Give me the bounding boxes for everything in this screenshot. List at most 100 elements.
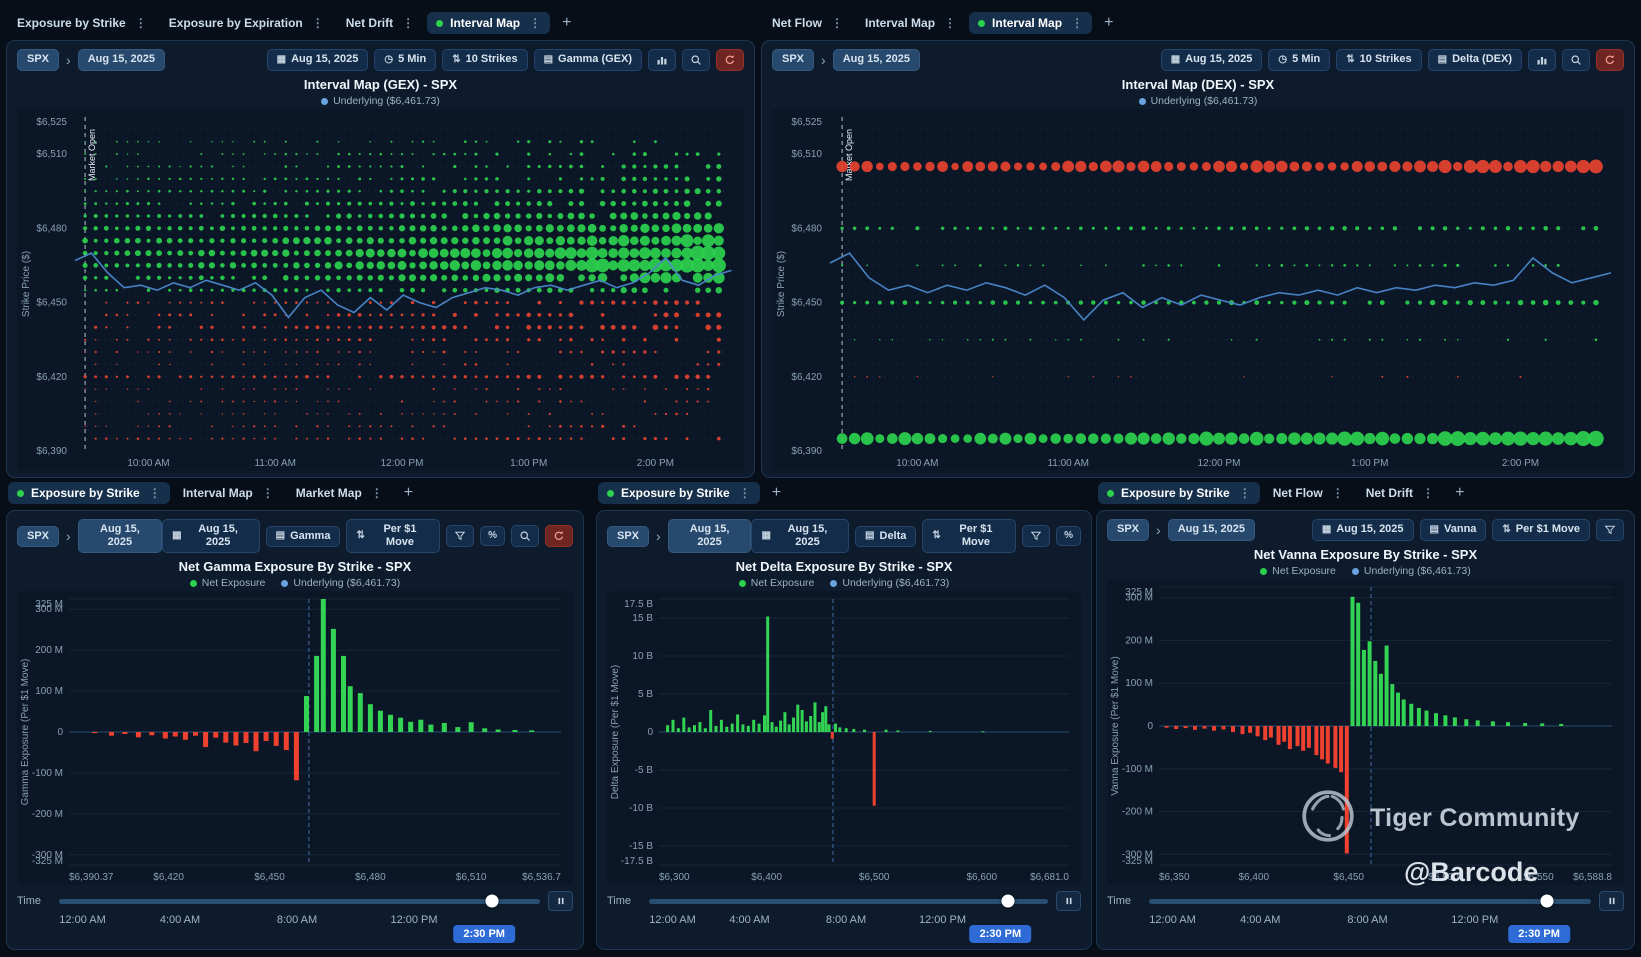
interval-map-chart[interactable]: Strike Price ($)$6,525$6,510$6,480$6,450… <box>17 109 744 471</box>
chart-legend: Underlying ($6,461.73) <box>772 95 1624 107</box>
symbol-pill[interactable]: SPX <box>772 49 814 70</box>
kebab-menu-icon[interactable]: ⋮ <box>831 16 843 30</box>
filter-icon <box>1030 530 1042 542</box>
kebab-menu-icon[interactable]: ⋮ <box>1332 486 1344 500</box>
date-chip[interactable]: ▦Aug 15, 2025 <box>267 49 369 70</box>
zoom-button[interactable] <box>682 49 710 71</box>
tab-market-map[interactable]: Market Map⋮ <box>287 482 392 504</box>
kebab-menu-icon[interactable]: ⋮ <box>262 486 274 500</box>
tab-exposure-by-strike[interactable]: Exposure by Strike⋮ <box>8 482 170 504</box>
kebab-menu-icon[interactable]: ⋮ <box>371 486 383 500</box>
add-tab-button[interactable]: + <box>1447 484 1472 502</box>
kebab-menu-icon[interactable]: ⋮ <box>402 16 414 30</box>
kebab-menu-icon[interactable]: ⋮ <box>1239 486 1251 500</box>
tab-interval-map[interactable]: Interval Map⋮ <box>969 12 1092 34</box>
tab-bar: Exposure by Strike⋮Interval Map⋮Market M… <box>6 480 584 506</box>
percent-button[interactable]: % <box>480 526 505 546</box>
tab-net-drift[interactable]: Net Drift⋮ <box>337 12 423 34</box>
metric-chip[interactable]: ▤Gamma <box>266 526 341 547</box>
tab-exposure-by-expiration[interactable]: Exposure by Expiration⋮ <box>160 12 333 34</box>
svg-text:Market Open: Market Open <box>844 129 854 181</box>
strikes-chip[interactable]: ⇅10 Strikes <box>1336 49 1421 70</box>
pause-button[interactable] <box>548 891 573 911</box>
expiration-pill[interactable]: Aug 15, 2025 <box>668 519 752 553</box>
metric-chip[interactable]: ▤Vanna <box>1420 519 1487 540</box>
date-chip[interactable]: ▦Aug 15, 2025 <box>162 519 260 553</box>
reset-button[interactable] <box>1596 49 1624 71</box>
zoom-button[interactable] <box>1562 49 1590 71</box>
kebab-menu-icon[interactable]: ⋮ <box>312 16 324 30</box>
tab-exposure-by-strike[interactable]: Exposure by Strike⋮ <box>1098 482 1260 504</box>
time-slider[interactable] <box>649 899 1048 904</box>
zoom-icon <box>519 530 531 542</box>
time-slider-knob[interactable] <box>1540 895 1553 908</box>
date-chip[interactable]: ▦Aug 15, 2025 <box>751 519 849 553</box>
add-tab-button[interactable]: + <box>554 14 579 32</box>
interval-chip[interactable]: ◷5 Min <box>374 49 436 70</box>
pause-button[interactable] <box>1056 891 1081 911</box>
strikes-chip[interactable]: ⇅10 Strikes <box>442 49 527 70</box>
chart-style-button[interactable] <box>648 49 676 71</box>
svg-text:$6,390: $6,390 <box>36 446 67 457</box>
metric-chip[interactable]: ▤Gamma (GEX) <box>534 49 642 70</box>
add-tab-button[interactable]: + <box>764 484 789 502</box>
filter-button[interactable] <box>1596 519 1624 541</box>
expiration-pill[interactable]: Aug 15, 2025 <box>1168 519 1255 540</box>
exposure-bar-chart[interactable]: Gamma Exposure (Per $1 Move)325 M300 M20… <box>17 591 573 885</box>
symbol-pill[interactable]: SPX <box>17 526 59 547</box>
tab-exposure-by-strike[interactable]: Exposure by Strike⋮ <box>598 482 760 504</box>
zoom-button[interactable] <box>511 525 539 547</box>
time-slider-knob[interactable] <box>1002 895 1015 908</box>
metric-chip[interactable]: ▤Delta (DEX) <box>1428 49 1522 70</box>
kebab-menu-icon[interactable]: ⋮ <box>1071 16 1083 30</box>
per-move-chip[interactable]: ⇅Per $1 Move <box>1492 519 1590 540</box>
kebab-menu-icon[interactable]: ⋮ <box>135 16 147 30</box>
svg-text:$6,536.7: $6,536.7 <box>522 872 561 883</box>
filter-button[interactable] <box>1022 525 1050 547</box>
filter-button[interactable] <box>446 525 474 547</box>
exposure-bar-chart[interactable]: Vanna Exposure (Per $1 Move)325 M300 M20… <box>1107 579 1624 885</box>
date-chip[interactable]: ▦Aug 15, 2025 <box>1312 519 1414 540</box>
metric-chip[interactable]: ▤Delta <box>855 526 916 547</box>
svg-text:Strike Price ($): Strike Price ($) <box>776 251 787 317</box>
percent-button[interactable]: % <box>1056 526 1081 546</box>
date-chip[interactable]: ▦Aug 15, 2025 <box>1161 49 1263 70</box>
add-tab-button[interactable]: + <box>396 484 421 502</box>
tab-net-drift[interactable]: Net Drift⋮ <box>1357 482 1443 504</box>
add-tab-button[interactable]: + <box>1096 14 1121 32</box>
kebab-menu-icon[interactable]: ⋮ <box>739 486 751 500</box>
toolbar: SPX›Aug 15, 2025▦Aug 15, 2025◷5 Min⇅10 S… <box>17 49 744 71</box>
kebab-menu-icon[interactable]: ⋮ <box>1422 486 1434 500</box>
tab-net-flow[interactable]: Net Flow⋮ <box>1264 482 1353 504</box>
tab-interval-map[interactable]: Interval Map⋮ <box>856 12 965 34</box>
expiration-pill[interactable]: Aug 15, 2025 <box>78 519 162 553</box>
tab-interval-map[interactable]: Interval Map⋮ <box>174 482 283 504</box>
symbol-pill[interactable]: SPX <box>1107 519 1149 540</box>
legend-item: Underlying ($6,461.73) <box>281 577 400 589</box>
tab-exposure-by-strike[interactable]: Exposure by Strike⋮ <box>8 12 156 34</box>
time-slider[interactable] <box>59 899 540 904</box>
tab-net-flow[interactable]: Net Flow⋮ <box>763 12 852 34</box>
per-move-chip[interactable]: ⇅Per $1 Move <box>922 519 1016 553</box>
reset-button[interactable] <box>545 525 573 547</box>
exposure-bar-chart[interactable]: Delta Exposure (Per $1 Move)17.5 B15 B10… <box>607 591 1081 885</box>
expiration-pill[interactable]: Aug 15, 2025 <box>78 49 165 70</box>
interval-map-chart[interactable]: Strike Price ($)$6,525$6,510$6,480$6,450… <box>772 109 1624 471</box>
tab-interval-map[interactable]: Interval Map⋮ <box>427 12 550 34</box>
expiration-pill[interactable]: Aug 15, 2025 <box>833 49 920 70</box>
reset-button[interactable] <box>716 49 744 71</box>
kebab-menu-icon[interactable]: ⋮ <box>149 486 161 500</box>
per-move-chip[interactable]: ⇅Per $1 Move <box>346 519 440 553</box>
time-slider-knob[interactable] <box>485 895 498 908</box>
chart-title: Net Delta Exposure By Strike - SPX <box>607 559 1081 574</box>
time-slider[interactable] <box>1149 899 1591 904</box>
interval-chip[interactable]: ◷5 Min <box>1268 49 1330 70</box>
kebab-menu-icon[interactable]: ⋮ <box>944 16 956 30</box>
pause-button[interactable] <box>1599 891 1624 911</box>
symbol-pill[interactable]: SPX <box>607 526 649 547</box>
chart-style-button[interactable] <box>1528 49 1556 71</box>
chart-title: Net Gamma Exposure By Strike - SPX <box>17 559 573 574</box>
kebab-menu-icon[interactable]: ⋮ <box>529 16 541 30</box>
symbol-pill[interactable]: SPX <box>17 49 59 70</box>
active-tab-dot-icon <box>978 20 985 27</box>
